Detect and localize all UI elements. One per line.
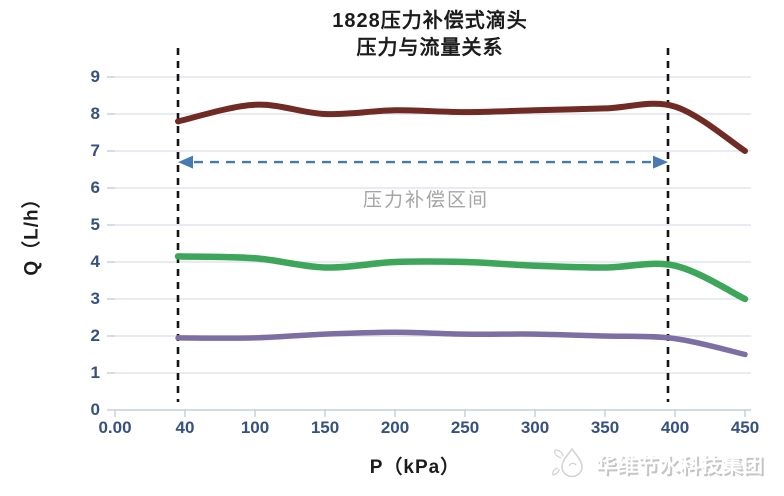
y-tick-label: 0: [90, 400, 100, 419]
y-tick-label: 8: [90, 104, 100, 123]
x-tick-label: 200: [380, 418, 410, 437]
compensation-interval-label: 压力补偿区间: [362, 190, 489, 211]
green-curve: [174, 253, 749, 303]
company-name: 华维节水科技集团: [596, 454, 764, 477]
droplet-logo-icon: [552, 447, 583, 478]
chart-title: 1828压力补偿式滴头 压力与流量关系: [115, 8, 745, 62]
x-tick-label: 350: [590, 418, 620, 437]
y-tick-label: 6: [90, 178, 100, 197]
x-tick-label: 300: [520, 418, 550, 437]
dark-red-curve: [175, 100, 748, 154]
x-tick-label: 250: [450, 418, 480, 437]
arrowhead-right-icon: [653, 155, 668, 169]
arrowhead-left-icon: [178, 155, 193, 169]
chart-title-line1: 1828压力补偿式滴头: [332, 10, 528, 32]
purple-curve: [175, 329, 748, 358]
x-tick-label: 400: [660, 418, 690, 437]
y-tick-label: 7: [90, 141, 100, 160]
x-tick-label: 100: [240, 418, 270, 437]
x-axis-title: P（kPa）: [369, 457, 461, 478]
x-tick-label: 0.00: [98, 418, 132, 437]
y-tick-label: 3: [90, 289, 100, 308]
y-tick-label: 5: [90, 215, 100, 234]
chart-title-line2: 压力与流量关系: [356, 37, 504, 59]
y-tick-label: 9: [90, 67, 100, 86]
x-tick-label: 40: [175, 418, 195, 437]
y-tick-label: 4: [90, 252, 100, 271]
x-tick-label: 150: [310, 418, 340, 437]
y-tick-label: 1: [90, 363, 100, 382]
x-tick-label: 450: [730, 418, 760, 437]
company-watermark: 华维节水科技集团: [548, 444, 764, 482]
y-tick-label: 2: [90, 326, 100, 345]
